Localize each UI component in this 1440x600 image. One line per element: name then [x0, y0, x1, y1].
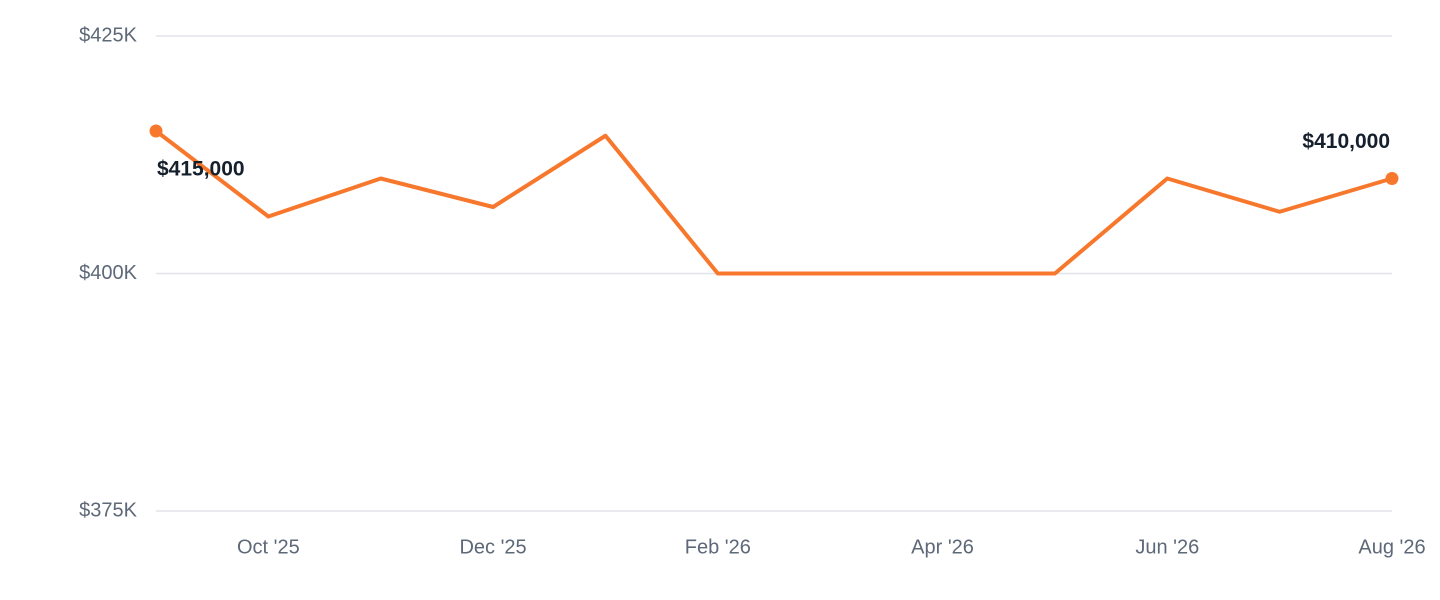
x-tick-label: Oct '25 — [237, 536, 300, 558]
data-label: $415,000 — [157, 158, 245, 181]
data-label: $410,000 — [1302, 130, 1390, 153]
line — [154, 129, 1393, 276]
y-tick-label: $400K — [79, 262, 137, 284]
x-tick-label: Jun '26 — [1135, 536, 1199, 558]
x-tick-label: Aug '26 — [1358, 536, 1425, 558]
y-tick-label: $375K — [79, 499, 137, 521]
point — [1385, 172, 1399, 185]
x-tick-label: Apr '26 — [911, 536, 974, 558]
point — [149, 124, 163, 138]
x-tick-label: Dec '25 — [459, 536, 526, 558]
x-tick-label: Feb '26 — [685, 536, 751, 558]
y-tick-label: $425K — [79, 24, 137, 46]
